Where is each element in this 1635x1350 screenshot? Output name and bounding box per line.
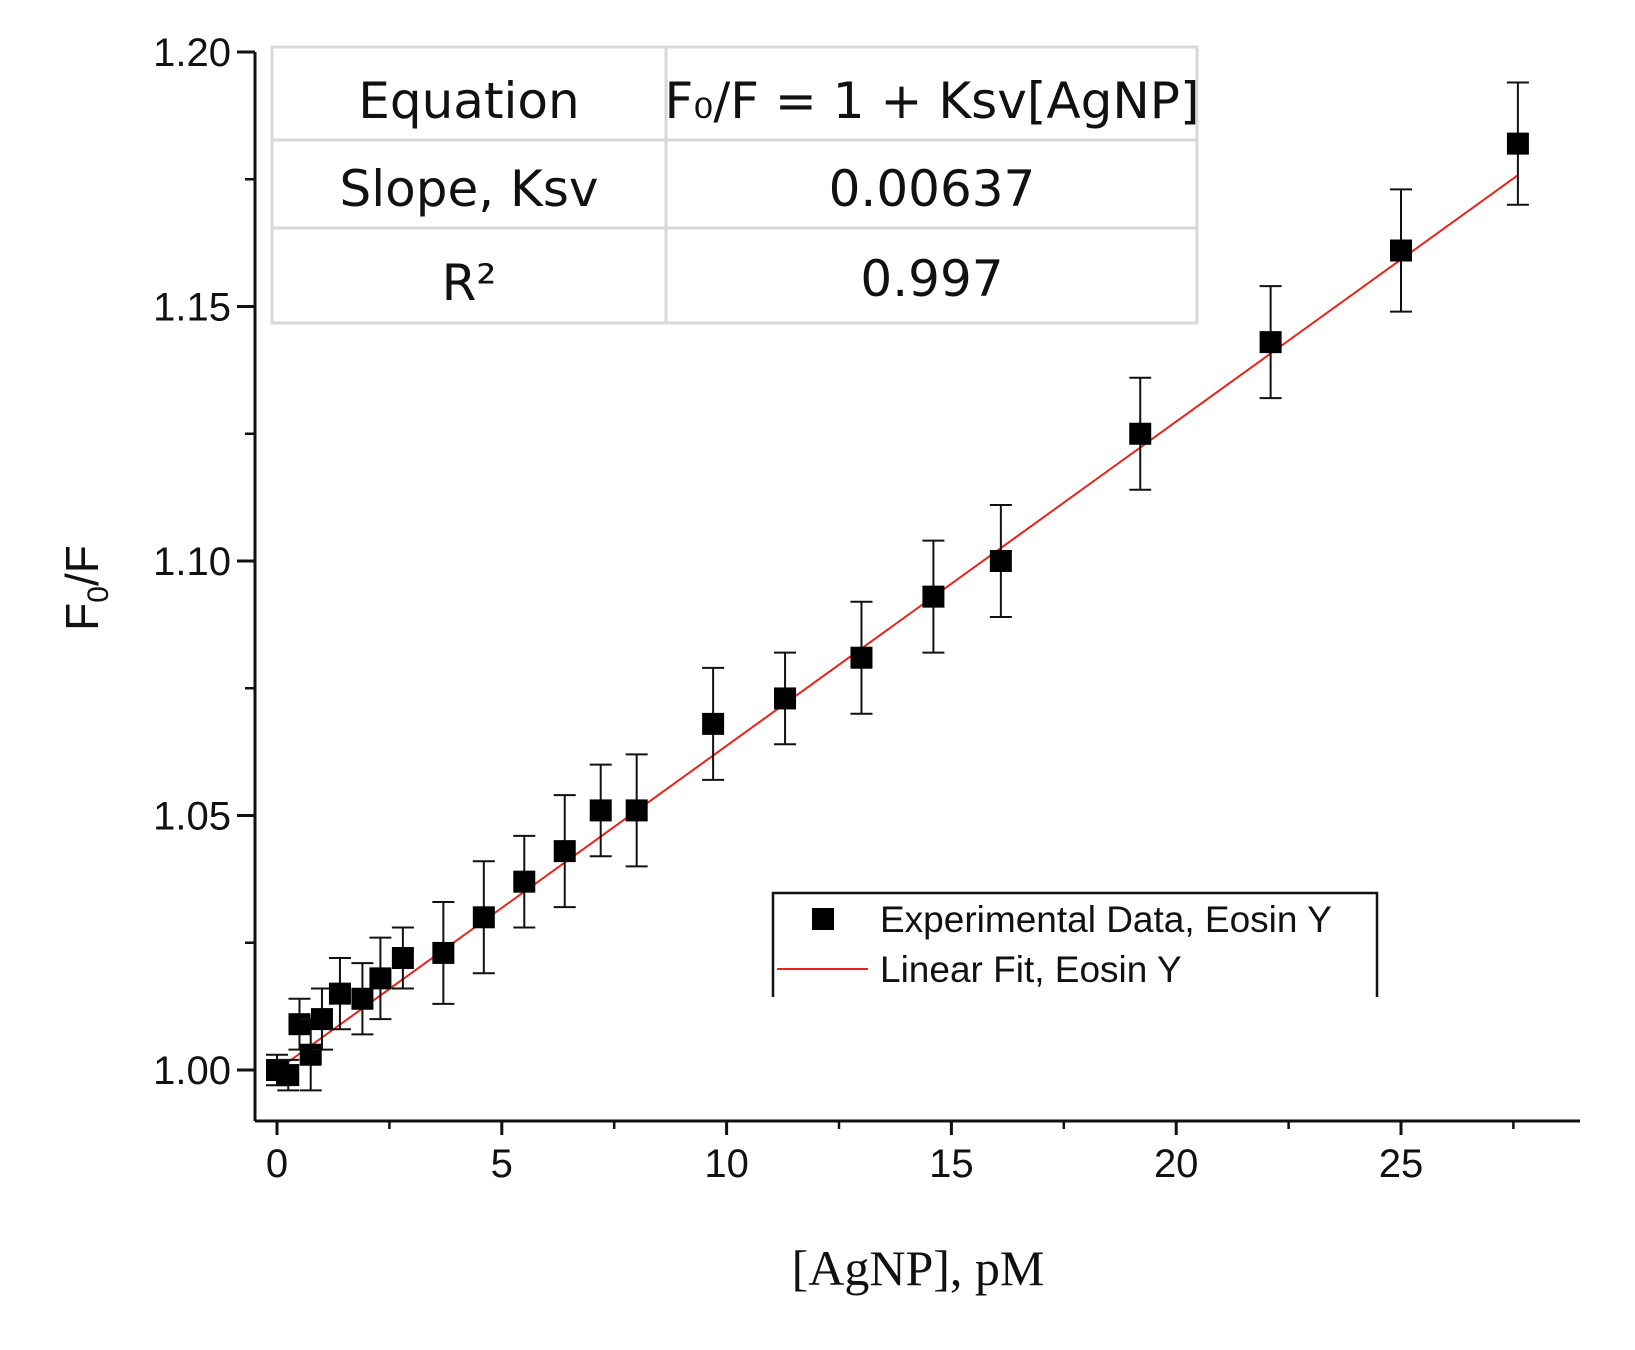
table-value-slope: 0.00637	[829, 160, 1036, 218]
y-axis-title-text: F0/F	[56, 545, 115, 631]
data-point-20	[1129, 376, 1152, 491]
y-tick-label-1.10: 1.10	[153, 540, 231, 584]
x-tick-label-25: 25	[1379, 1142, 1424, 1186]
marker-7	[369, 967, 392, 990]
y-axis-title: F0/F	[56, 545, 115, 631]
y-axis: 1.00 1.05 1.10 1.15 1.20	[153, 31, 257, 1121]
data-point-22	[1390, 188, 1412, 313]
marker-1	[277, 1064, 300, 1087]
data-point-17	[850, 600, 873, 715]
data-point-19	[989, 504, 1012, 618]
data-point-7	[369, 936, 392, 1021]
data-point-13	[589, 763, 612, 858]
x-axis: 0 5 10 15 20 25	[255, 1119, 1580, 1186]
marker-10	[472, 906, 495, 929]
marker-23	[1506, 132, 1529, 155]
table-background	[270, 45, 1199, 325]
y-title-tail: /F	[56, 545, 108, 586]
x-tick-label-0: 0	[266, 1142, 288, 1186]
marker-6	[351, 987, 374, 1010]
x-tick-label-10: 10	[704, 1142, 749, 1186]
data-point-5	[328, 957, 351, 1031]
marker-2	[288, 1013, 311, 1036]
data-point-15	[702, 666, 725, 781]
legend-marker-square	[812, 908, 834, 930]
data-point-23	[1506, 81, 1529, 206]
y-tick-label-1.05: 1.05	[153, 795, 231, 839]
marker-3	[299, 1043, 322, 1066]
data-point-14	[625, 753, 648, 868]
table-label-slope: Slope, Ksv	[340, 160, 599, 218]
data-point-9	[432, 901, 455, 1005]
y-title-main: F	[56, 603, 108, 631]
marker-9	[432, 941, 455, 964]
legend-label-fit: Linear Fit, Eosin Y	[880, 949, 1182, 990]
marker-21	[1259, 331, 1282, 354]
data-point-12	[553, 794, 576, 909]
data-point-16	[774, 651, 797, 746]
x-tick-label-15: 15	[929, 1142, 974, 1186]
fit-results-table: Equation F₀/F = 1 + Ksv[AgNP] Slope, Ksv…	[270, 45, 1200, 325]
marker-5	[328, 982, 351, 1005]
data-point-6	[351, 962, 374, 1036]
marker-20	[1129, 422, 1152, 445]
legend-label-experimental: Experimental Data, Eosin Y	[880, 899, 1332, 940]
table-label-equation: Equation	[358, 72, 579, 130]
marker-15	[702, 712, 725, 735]
marker-17	[850, 646, 873, 669]
data-point-1	[277, 1058, 300, 1092]
x-tick-label-20: 20	[1154, 1142, 1199, 1186]
data-point-10	[472, 860, 495, 975]
marker-19	[989, 550, 1012, 572]
table-value-r2: 0.997	[860, 250, 1003, 308]
marker-14	[625, 799, 648, 822]
y-tick-label-1.00: 1.00	[153, 1049, 231, 1093]
data-point-8	[391, 926, 414, 990]
marker-16	[774, 687, 797, 710]
marker-12	[553, 840, 576, 863]
plot-area	[266, 81, 1529, 1092]
marker-18	[922, 585, 945, 608]
data-point-2	[288, 997, 311, 1051]
x-tick-label-5: 5	[491, 1142, 513, 1186]
data-point-21	[1259, 285, 1282, 400]
x-axis-title: [AgNP], pM	[792, 1240, 1045, 1296]
legend-frame	[771, 891, 1379, 997]
table-value-equation: F₀/F = 1 + Ksv[AgNP]	[665, 72, 1200, 130]
marker-4	[310, 1008, 333, 1031]
data-point-11	[513, 834, 536, 929]
marker-11	[513, 870, 536, 893]
table-label-r2: R²	[442, 254, 497, 312]
marker-13	[589, 799, 612, 822]
marker-22	[1390, 239, 1412, 262]
y-tick-label-1.20: 1.20	[153, 31, 231, 75]
data-point-18	[922, 539, 945, 654]
y-tick-label-1.15: 1.15	[153, 286, 231, 330]
marker-8	[391, 947, 414, 970]
legend: Experimental Data, Eosin Y Linear Fit, E…	[771, 891, 1379, 997]
y-title-sub: 0	[82, 586, 115, 603]
